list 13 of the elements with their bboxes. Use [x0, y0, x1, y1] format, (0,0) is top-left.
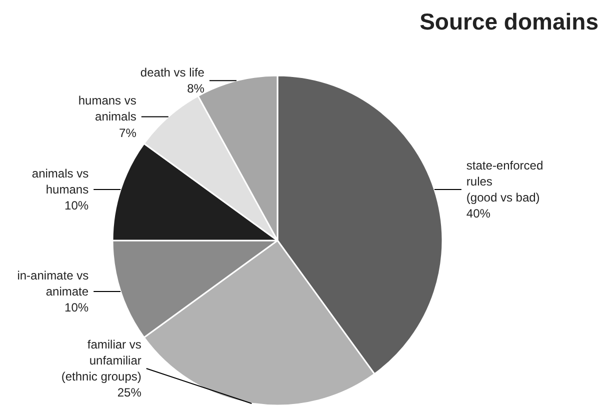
data-label: 8% [187, 82, 205, 96]
data-label: 10% [64, 300, 89, 315]
slice-label: state-enforced rules (good vs bad) [466, 158, 544, 205]
slice-label: familiar vs unfamiliar (ethnic groups) [61, 337, 142, 384]
chart-title: Source domains [420, 8, 598, 34]
data-label: 40% [466, 206, 491, 221]
slice-label: death vs life [140, 66, 205, 80]
data-label: 10% [64, 198, 89, 213]
slice-label: in-animate vs animate [17, 268, 89, 298]
slice-label: animals vs humans [32, 166, 89, 197]
data-label: 7% [119, 126, 137, 140]
slice-label: humans vs animals [78, 94, 136, 124]
data-label: 25% [117, 386, 142, 400]
